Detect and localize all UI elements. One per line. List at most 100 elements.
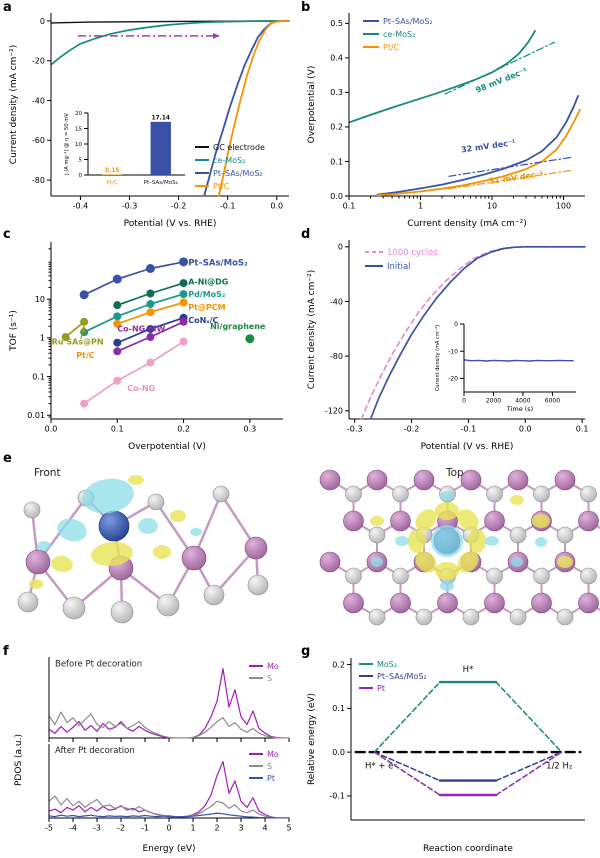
legend-label: Mo [267, 750, 279, 759]
atom-mo [578, 510, 599, 532]
x-tick-label: -0.2 [404, 425, 420, 434]
y-tick-label: 1 [40, 334, 45, 343]
x-axis-label: Potential (V vs. RHE) [421, 442, 514, 452]
y-tick-label: 5 [79, 157, 83, 163]
series-Pt–SAs/MoS₂ up [373, 751, 441, 782]
isosurface-cyan-blob [82, 478, 134, 514]
chart-d-inset-chronoamperometry: 0 2000 4000 6000 0 -10 -20 Time (s) Current dens… [432, 316, 582, 414]
x-tick-label: 3 [238, 824, 243, 833]
annotation-text: 1/2 H₂ [546, 761, 572, 771]
panel-label-c: c [3, 227, 11, 242]
x-tick-label: 0.1 [576, 425, 589, 434]
atom-s [392, 567, 409, 585]
bar-value-label: 17.14 [152, 115, 170, 121]
y-tick-label: -20 [32, 57, 45, 66]
atom-s [486, 567, 503, 585]
x-tick-label: 2000 [486, 398, 501, 405]
atom-s [580, 567, 597, 585]
isosurface-cyan-blob [138, 518, 158, 534]
y-tick-label: 0.1 [332, 704, 345, 713]
annotation-text: CoNₓ/C [188, 316, 218, 325]
atom-s [486, 485, 503, 503]
bar-category-label: Pt–SAs/MoS₂ [144, 180, 178, 186]
atom-s [345, 567, 362, 585]
atom-s [203, 584, 225, 606]
atom-mo [244, 536, 268, 560]
marker-Pd/MoS₂ [113, 312, 122, 321]
isosurface-yellow-blob [29, 579, 43, 589]
x-tick-label: 2 [214, 824, 219, 833]
panel-label-b: b [301, 0, 311, 15]
legend-label: Pt–SAs/MoS₂ [383, 17, 433, 26]
plot-area [51, 20, 290, 197]
atom-mo [319, 469, 341, 491]
annotation-text: H* + e⁻ [365, 761, 398, 771]
bar-category-label: Pt/C [107, 180, 118, 186]
isosurface-yellow-blob [468, 529, 486, 553]
isosurface-cyan-blob [57, 518, 87, 542]
atom-mo [181, 545, 207, 571]
x-tick-label: 0.2 [177, 425, 190, 434]
x-tick-label: 0.0 [45, 425, 58, 434]
y-tick-label: 0.2 [332, 660, 345, 669]
y-axis-label: Current density (mA cm⁻²) [307, 270, 317, 389]
atom-s [247, 574, 269, 596]
y-tick-label: 0 [40, 17, 45, 26]
atom-mo [390, 592, 411, 614]
atom-mo [484, 510, 505, 532]
chart-a-polarization-curves: -0.4 -0.3 -0.2 -0.1 0.0 0 -20 -40 -60 -80 Potentia… [9, 13, 290, 229]
x-axis-label: Reaction coordinate [423, 844, 513, 854]
panel-label-f: f [3, 644, 9, 659]
y-tick-label: -120 [325, 407, 343, 416]
y-tick-label: 0 [79, 173, 83, 179]
series-tafel-ce-MoS₂ [444, 41, 556, 95]
legend-label: S [267, 674, 272, 683]
atom-s [368, 608, 386, 626]
isosurface-yellow-blob [532, 514, 550, 528]
atom-mo [390, 510, 411, 532]
annotation-text: After Pt decoration [55, 746, 135, 756]
x-tick-label: 0 [166, 824, 171, 833]
pdos-y-axis-label: PDOS (a.u.) [14, 734, 24, 786]
y-tick-label: -80 [32, 176, 45, 185]
isosurface-yellow-blob [510, 495, 524, 505]
atom-mo [437, 592, 458, 614]
series-Pt up [373, 751, 441, 796]
y-tick-label: -10 [448, 348, 458, 355]
legend-label: Pt–SAs/MoS₂ [213, 169, 263, 178]
isosurface-yellow-blob [51, 555, 73, 573]
atom-mo [554, 469, 576, 491]
atom-s [147, 493, 165, 511]
atom-mo [319, 551, 341, 573]
series-chronoamperometry [464, 359, 574, 362]
isosurface-cyan-blob [440, 581, 454, 591]
x-tick-label: 4000 [515, 398, 530, 405]
y-tick-label: -40 [330, 297, 343, 306]
marker-Co-NG-MW [179, 317, 188, 326]
panel-label-e: e [3, 451, 12, 466]
isosurface-yellow-blob [457, 551, 479, 573]
bar [150, 121, 171, 175]
isosurface-yellow-blob [408, 529, 426, 553]
marker-CoNₓ/C [146, 324, 155, 333]
y-tick-label: 0.5 [330, 19, 343, 28]
atom-s [462, 608, 480, 626]
y-tick-label: 0 [454, 321, 458, 328]
series-ce-MoS₂ [349, 30, 536, 124]
isosurface-cyan-blob [395, 536, 409, 546]
x-tick-label: 0.0 [519, 425, 532, 434]
y-tick-label: 0.4 [330, 54, 343, 63]
y-tick-label: 0 [338, 243, 343, 252]
atom-s [533, 567, 550, 585]
atom-s [415, 608, 433, 626]
marker-Pd/MoS₂ [179, 290, 188, 299]
marker-Pd/MoS₂ [146, 299, 155, 308]
x-tick-label: -2 [117, 824, 125, 833]
legend-label: ce-MoS₂ [213, 156, 245, 165]
legend-label: Mo [267, 662, 279, 671]
marker-A-Ni@DG [179, 279, 188, 288]
isosurface-yellow-blob [170, 510, 186, 522]
chart-a-inset-mass-activity-bars: 0 5 10 15 20 j (A mg⁻¹) @ η = 50 mV 0.15 Pt/C 17… [62, 104, 190, 188]
y-axis-label: TOF (s⁻¹) [9, 310, 19, 352]
marker-A-Ni@DG [113, 301, 122, 310]
